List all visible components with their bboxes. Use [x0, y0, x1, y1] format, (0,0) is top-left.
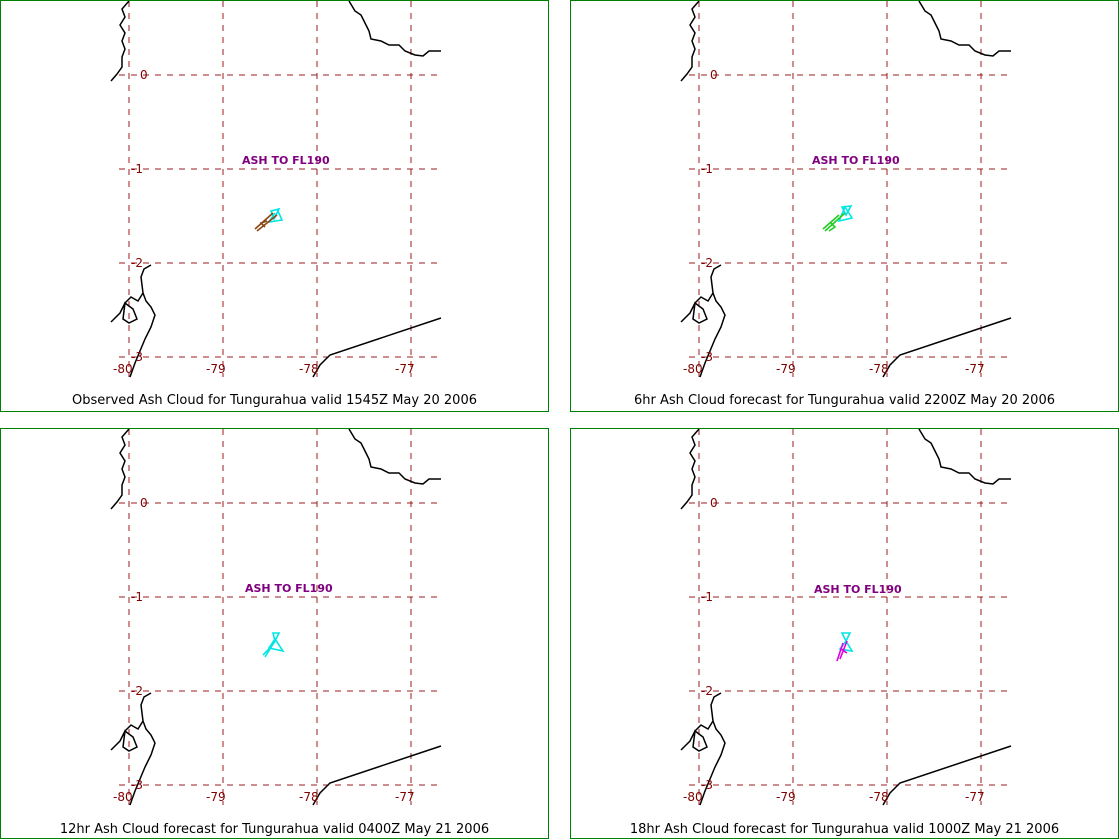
longitude-tick-label: -77 [965, 790, 985, 804]
latitude-tick-label: -2 [701, 684, 713, 698]
coastline-segment [882, 317, 1012, 378]
tick-labels: -80 -79 -78 -77 0 -1 -2 -3 [683, 68, 985, 376]
coastline-segment [680, 264, 726, 378]
longitude-tick-label: -78 [299, 790, 319, 804]
latitude-tick-label: -2 [131, 684, 143, 698]
coastline-segment [312, 745, 442, 806]
map-canvas: ASH TO FL190 -80 -79 -78 -77 0 -1 -2 -3 [110, 1, 442, 378]
ash-cloud-marker [836, 632, 854, 662]
map-panel-observed: ASH TO FL190 -80 -79 -78 -77 0 -1 -2 -3 Observe… [0, 0, 549, 412]
longitude-tick-label: -80 [683, 362, 703, 376]
longitude-tick-label: -77 [965, 362, 985, 376]
latitude-tick-label: -1 [131, 590, 143, 604]
graticule [689, 429, 1011, 805]
coastline-segment [348, 429, 441, 485]
ash-cloud-outline [836, 640, 848, 662]
latitude-tick-label: -3 [131, 778, 143, 792]
graticule [119, 429, 441, 805]
latitude-tick-label: 0 [140, 68, 148, 82]
latitude-tick-label: -3 [701, 778, 713, 792]
coastline-segment [918, 429, 1011, 485]
ash-cloud-marker [822, 205, 854, 232]
latitude-tick-label: -1 [701, 590, 713, 604]
longitude-tick-label: -79 [776, 362, 796, 376]
longitude-tick-label: -80 [113, 790, 133, 804]
coastline [680, 429, 1012, 806]
longitude-tick-label: -78 [299, 362, 319, 376]
ash-label: ASH TO FL190 [242, 154, 330, 167]
coastline [680, 1, 1012, 378]
coastline-segment [680, 1, 700, 82]
ash-cloud-outline [262, 632, 285, 658]
coastline [110, 429, 442, 806]
latitude-tick-label: -1 [701, 162, 713, 176]
tick-labels: -80 -79 -78 -77 0 -1 -2 -3 [683, 496, 985, 804]
longitude-tick-label: -79 [776, 790, 796, 804]
latitude-tick-label: -1 [131, 162, 143, 176]
ash-cloud-marker [254, 207, 284, 232]
graticule [689, 1, 1011, 377]
longitude-tick-label: -79 [206, 362, 226, 376]
longitude-tick-label: -80 [113, 362, 133, 376]
longitude-tick-label: -77 [395, 790, 415, 804]
panel-caption: 12hr Ash Cloud forecast for Tungurahua v… [59, 822, 490, 837]
ash-cloud-outline [254, 212, 278, 232]
coastline-segment [882, 745, 1012, 806]
latitude-tick-label: -3 [131, 350, 143, 364]
longitude-tick-label: -79 [206, 790, 226, 804]
coastline-segment [312, 317, 442, 378]
ash-cloud-marker [262, 632, 285, 658]
latitude-tick-label: 0 [140, 496, 148, 510]
coastline-segment [918, 1, 1011, 57]
coastline-segment [348, 1, 441, 57]
map-panel-18hr: ASH TO FL190 -80 -79 -78 -77 0 -1 -2 -3 18hr As… [570, 428, 1119, 839]
coastline [110, 1, 442, 378]
ash-label: ASH TO FL190 [812, 154, 900, 167]
longitude-tick-label: -78 [869, 790, 889, 804]
map-panel-12hr: ASH TO FL190 -80 -79 -78 -77 0 -1 -2 -3 12hr As… [0, 428, 549, 839]
longitude-tick-label: -80 [683, 790, 703, 804]
ash-cloud-outline [822, 212, 846, 232]
ash-cloud-outline [837, 205, 854, 223]
latitude-tick-label: -2 [701, 256, 713, 270]
map-panel-6hr: ASH TO FL190 -80 -79 -78 -77 0 -1 -2 -3 6hr Ash… [570, 0, 1119, 412]
latitude-tick-label: -3 [701, 350, 713, 364]
map-canvas: ASH TO FL190 -80 -79 -78 -77 0 -1 -2 -3 [680, 1, 1012, 378]
longitude-tick-label: -77 [395, 362, 415, 376]
latitude-tick-label: -2 [131, 256, 143, 270]
panel-caption: Observed Ash Cloud for Tungurahua valid … [72, 393, 477, 408]
coastline-segment [110, 1, 130, 82]
coastline-segment [680, 692, 726, 806]
graticule [119, 1, 441, 377]
tick-labels: -80 -79 -78 -77 0 -1 -2 -3 [113, 68, 415, 376]
latitude-tick-label: 0 [710, 496, 718, 510]
coastline-segment [110, 264, 156, 378]
ash-label: ASH TO FL190 [245, 582, 333, 595]
coastline-segment [110, 692, 156, 806]
panel-caption: 18hr Ash Cloud forecast for Tungurahua v… [629, 822, 1060, 837]
coastline-segment [680, 429, 700, 510]
map-canvas: ASH TO FL190 -80 -79 -78 -77 0 -1 -2 -3 [680, 429, 1012, 806]
latitude-tick-label: 0 [710, 68, 718, 82]
panel-caption: 6hr Ash Cloud forecast for Tungurahua va… [634, 393, 1055, 408]
coastline-segment [110, 429, 130, 510]
tick-labels: -80 -79 -78 -77 0 -1 -2 -3 [113, 496, 415, 804]
longitude-tick-label: -78 [869, 362, 889, 376]
ash-label: ASH TO FL190 [814, 583, 902, 596]
map-canvas: ASH TO FL190 -80 -79 -78 -77 0 -1 -2 -3 [110, 429, 442, 806]
